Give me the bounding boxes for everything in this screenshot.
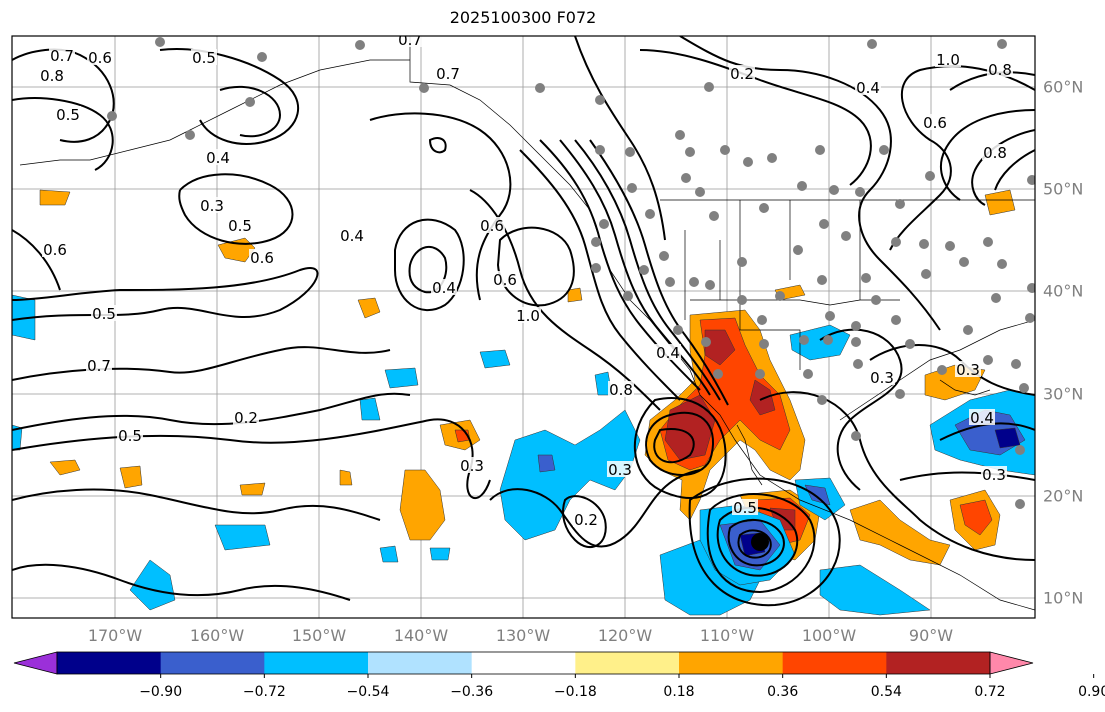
colorbar-tick-label: −0.18 (553, 684, 597, 700)
contour-label: 0.7 (436, 65, 460, 83)
contour-labels: 0.7 0.6 0.8 0.5 0.7 0.2 0.4 0.7 0.8 1.0 0.8 0.5 0.4 0… (39, 31, 1013, 529)
contour-label: 0.7 (50, 47, 74, 65)
colorbar (13, 651, 1095, 678)
colorbar-tick-label: 0.18 (663, 684, 695, 700)
contour-label: 0.6 (923, 114, 947, 132)
contour-label: 0.5 (92, 305, 116, 323)
contour-label: 0.4 (656, 344, 680, 362)
station-markers (107, 37, 1035, 509)
contour-label: 0.5 (56, 106, 80, 124)
contour-label: 0.4 (340, 227, 364, 245)
contour-label: 0.6 (493, 271, 517, 289)
lat-label: 10°N (1043, 588, 1084, 608)
lon-label: 120°W (597, 626, 653, 645)
contour-label: 0.5 (118, 427, 142, 445)
colorbar-extend-high (989, 651, 1034, 675)
storm-center-marker (751, 533, 769, 551)
contour-label: 0.4 (206, 149, 230, 167)
colorbar-tick-label: 0.54 (870, 684, 902, 700)
contour-label: 0.3 (982, 466, 1006, 484)
contour-label: 0.4 (970, 409, 994, 427)
map-title: 2025100300 F072 (449, 8, 597, 27)
map-frame (11, 35, 1036, 619)
contour-label: 0.6 (88, 49, 112, 67)
contour-label: 0.3 (956, 361, 980, 379)
contour-label: 0.3 (460, 457, 484, 475)
colorbar-tick-label: 0.72 (974, 684, 1006, 700)
contour-label: 0.5 (192, 49, 216, 67)
lon-label: 110°W (699, 626, 755, 645)
contour-label: 0.6 (250, 249, 274, 267)
lon-label: 170°W (87, 626, 143, 645)
colorbar-tick-label: 0.36 (767, 684, 799, 700)
contour-label: 0.6 (43, 241, 67, 259)
contour-label: 0.5 (228, 217, 252, 235)
colorbar-tick-label: −0.54 (346, 684, 390, 700)
lon-label: 150°W (291, 626, 347, 645)
lon-label: 140°W (393, 626, 449, 645)
colorbar-segment (264, 652, 369, 674)
contour-label: 0.8 (609, 381, 633, 399)
contour-label: 0.2 (574, 511, 598, 529)
lat-label: 40°N (1043, 281, 1084, 301)
colorbar-segment (368, 652, 473, 674)
contour-label: 0.2 (234, 409, 258, 427)
contour-lines (12, 36, 1035, 607)
contour-label: 0.8 (988, 61, 1012, 79)
contour-label: 0.2 (730, 65, 754, 83)
contour-label: 0.4 (432, 279, 456, 297)
lon-label: 160°W (189, 626, 245, 645)
contour-label: 0.8 (983, 144, 1007, 162)
colorbar-segment (679, 652, 784, 674)
contour-label: 0.4 (856, 79, 880, 97)
colorbar-tick-label: −0.90 (139, 684, 183, 700)
lon-label: 130°W (495, 626, 551, 645)
contour-label: 0.6 (480, 217, 504, 235)
lon-label: 90°W (908, 626, 954, 645)
contour-label: 0.7 (87, 357, 111, 375)
lat-label: 60°N (1043, 77, 1084, 97)
contour-label: 0.3 (608, 461, 632, 479)
coastlines (19, 36, 1035, 611)
colorbar-segment (57, 652, 162, 674)
lat-label: 50°N (1043, 179, 1084, 199)
contour-label: 1.0 (936, 51, 960, 69)
colorbar-segment (471, 652, 576, 674)
colorbar-segment (160, 652, 265, 674)
contour-label: 0.5 (733, 499, 757, 517)
colorbar-segment (782, 652, 887, 674)
colorbar-segment (886, 652, 991, 674)
contour-label: 0.3 (200, 197, 224, 215)
contour-label: 0.3 (870, 369, 894, 387)
colorbar-extend-low (13, 651, 58, 675)
colorbar-tick-label: 0.90 (1078, 684, 1105, 700)
lat-label: 20°N (1043, 486, 1084, 506)
contour-label: 1.0 (516, 307, 540, 325)
colorbar-tick-label: −0.72 (242, 684, 286, 700)
colorbar-segment (575, 652, 680, 674)
contour-label: 0.7 (398, 31, 422, 49)
colorbar-tick-label: −0.36 (450, 684, 494, 700)
contour-label: 0.8 (40, 67, 64, 85)
lon-label: 100°W (801, 626, 857, 645)
lat-label: 30°N (1043, 384, 1084, 404)
